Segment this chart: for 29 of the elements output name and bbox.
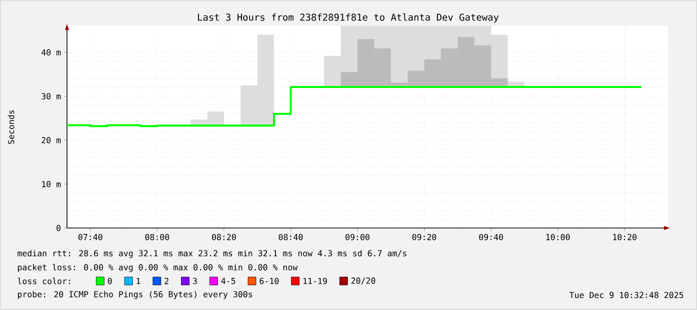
legend-title: loss color: (18, 278, 70, 284)
legend-label: 2 (164, 278, 168, 284)
y-axis-title: Seconds (8, 110, 14, 144)
x-tick-label: 07:40 (78, 234, 102, 240)
legend-label: 4-5 (221, 278, 236, 284)
legend-label: 3 (193, 278, 197, 284)
y-tick-label: 40 m (42, 49, 61, 56)
chart-title: Last 3 Hours from 238f2891f81e to Atlanta Dev Gateway (198, 13, 499, 23)
legend-label: 20/20 (351, 278, 376, 284)
text: median rtt: 28.6 ms avg 32.1 ms max 23.2 ms min 32.1 ms now 4.3 ms sd 6.7 am/s (18, 250, 406, 258)
y-tick-label: 30 m (42, 93, 61, 100)
legend-label: 1 (136, 278, 140, 284)
text: probe: 20 ICMP Echo Pings (56 Bytes) every 300s (18, 290, 252, 300)
y-tick-label: 0 (56, 224, 61, 232)
text: Tue Dec 9 10:32:48 2025 (569, 292, 684, 298)
x-tick-label: 08:20 (212, 234, 236, 240)
legend-label: 6-10 (260, 278, 279, 284)
x-tick-label: 10:20 (613, 234, 636, 240)
x-tick-label: 09:20 (412, 234, 436, 240)
x-tick-label: 08:40 (278, 234, 303, 240)
y-tick-label: 20 m (42, 137, 61, 144)
legend-label: 0 (108, 278, 112, 284)
text: packet loss: 0.00 % avg 0.00 % max 0.00 % min 0.00 % now (18, 264, 298, 272)
x-tick-label: 10:00 (546, 234, 570, 240)
x-tick-label: 09:00 (346, 234, 370, 240)
x-tick-label: 09:40 (479, 234, 503, 240)
legend-label: 11-19 (304, 278, 327, 284)
y-tick-label: 10 m (42, 180, 61, 188)
x-tick-label: 08:00 (145, 234, 170, 240)
